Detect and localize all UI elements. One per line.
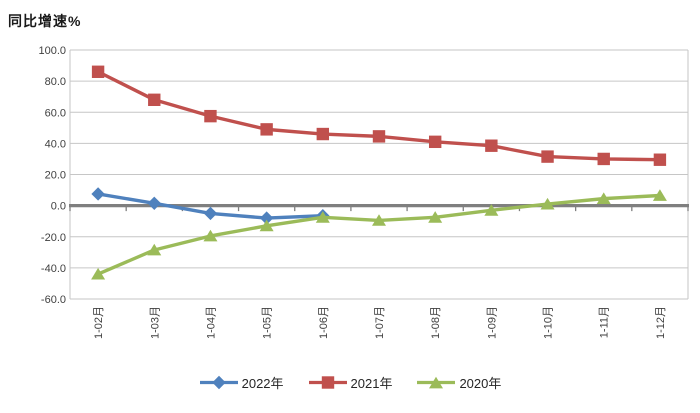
data-point-triangle <box>315 211 330 223</box>
y-axis-tick-label: 20.0 <box>45 170 66 182</box>
gridlines <box>69 49 689 300</box>
series-2020 <box>91 189 667 280</box>
y-axis-tick-labels: 100.0 80.0 60.0 40.0 20.0 0.0 -20.0 -40.0 -60.0 <box>38 45 66 306</box>
y-axis-tick-label: 40.0 <box>45 138 66 150</box>
y-axis-tick-label: -20.0 <box>41 232 66 244</box>
x-axis-tick-labels: 1-02月 1-03月 1-04月 1-05月 1-06月 1-07月 1-08月 1-09月… <box>93 306 667 339</box>
x-axis-tick-label: 1-12月 <box>655 306 667 339</box>
data-point-square <box>428 135 442 149</box>
x-axis-tick-label: 1-05月 <box>262 306 274 339</box>
legend-swatch-2022-diamond-icon <box>199 375 238 390</box>
x-axis-tick-label: 1-10月 <box>543 306 555 339</box>
data-point-square <box>485 139 498 152</box>
data-point-square <box>148 93 161 106</box>
y-axis-tick-label: 60.0 <box>45 107 66 119</box>
chart-title: 同比增速% <box>8 13 82 29</box>
data-point-square <box>541 150 554 163</box>
x-axis-tick-label: 1-08月 <box>430 306 442 339</box>
data-point-square <box>653 153 667 166</box>
data-point-triangle <box>484 204 499 216</box>
legend-swatch-2021-square-icon <box>308 376 347 389</box>
y-axis-tick-label: 100.0 <box>38 45 66 57</box>
data-point-square <box>372 130 386 143</box>
data-point-triangle <box>203 229 218 242</box>
data-point-diamond <box>203 206 218 221</box>
x-axis-tick-label: 1-11月 <box>599 306 611 338</box>
y-axis-tick-label: -60.0 <box>41 294 66 306</box>
data-point-triangle <box>596 192 611 205</box>
data-point-diamond <box>91 187 105 201</box>
data-point-triangle <box>429 376 444 389</box>
data-point-square <box>91 65 105 78</box>
x-axis-tick-label: 1-03月 <box>149 306 161 339</box>
x-axis-tick-label: 1-09月 <box>486 306 498 339</box>
data-point-triangle <box>540 197 555 210</box>
data-point-triangle <box>372 214 386 226</box>
data-point-square <box>260 123 273 136</box>
y-axis-tick-label: -40.0 <box>41 263 66 275</box>
data-point-diamond <box>259 211 274 225</box>
legend-label-2022: 2022年 <box>241 376 284 391</box>
zero-axis <box>69 204 689 212</box>
x-axis-tick-label: 1-07月 <box>374 306 386 339</box>
data-point-diamond <box>211 375 226 390</box>
series-line-2021 <box>97 70 660 162</box>
data-point-square <box>321 376 334 389</box>
legend-label-2021: 2021年 <box>350 376 393 391</box>
data-point-square <box>316 127 330 141</box>
legend-label-2020: 2020年 <box>459 376 502 391</box>
data-point-square <box>597 152 610 166</box>
data-point-triangle <box>652 189 667 201</box>
data-point-triangle <box>91 267 106 280</box>
series-2021 <box>91 65 667 166</box>
data-point-triangle <box>259 219 274 232</box>
y-axis-tick-label: 80.0 <box>45 76 66 88</box>
legend: 2022年 2021年 2020年 <box>0 373 700 392</box>
x-axis-tick-label: 1-04月 <box>205 306 217 339</box>
data-point-triangle <box>147 243 162 256</box>
x-axis-tick-label: 1-02月 <box>93 306 105 339</box>
data-point-diamond <box>147 196 161 210</box>
data-point-square <box>204 109 217 123</box>
legend-item-2022: 2022年 <box>199 373 284 392</box>
y-axis-tick-label: 0.0 <box>51 201 66 213</box>
legend-swatch-2020-triangle-icon <box>417 376 456 389</box>
data-point-triangle <box>428 211 443 223</box>
legend-item-2020: 2020年 <box>416 373 501 392</box>
x-axis-tick-label: 1-06月 <box>318 306 330 339</box>
legend-item-2021: 2021年 <box>308 373 393 392</box>
